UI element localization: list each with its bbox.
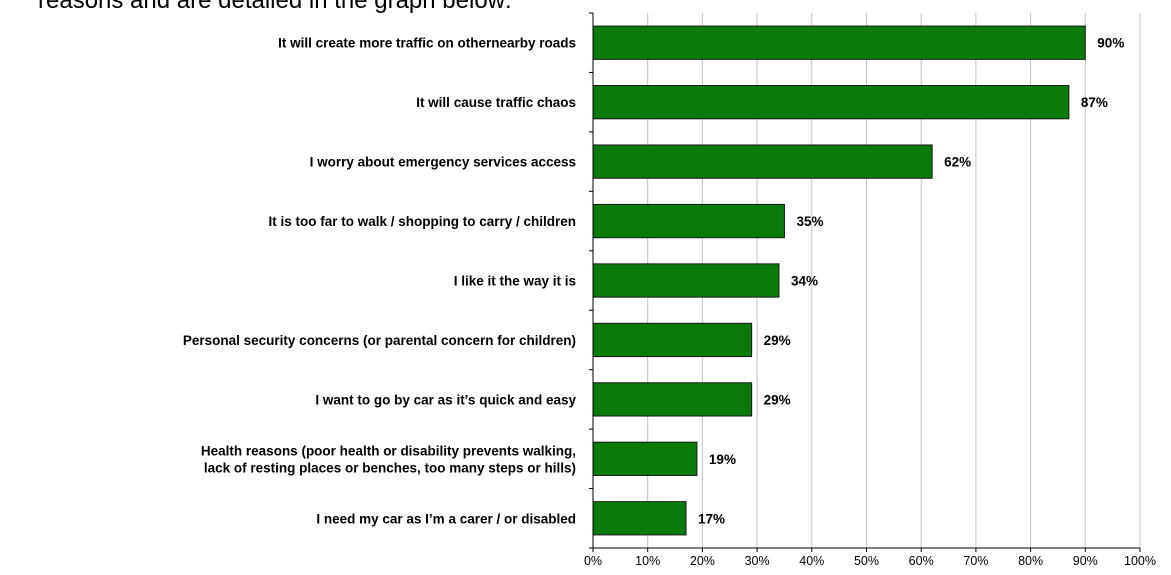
value-label: 87% [1081, 95, 1108, 110]
x-tick-label: 20% [690, 554, 715, 568]
x-tick-label: 60% [909, 554, 934, 568]
x-tick-label: 70% [963, 554, 988, 568]
bar [593, 442, 697, 475]
x-tick-label: 10% [635, 554, 660, 568]
bars [593, 26, 1085, 535]
x-tick-label: 50% [854, 554, 879, 568]
category-label: I like it the way it is [454, 274, 576, 289]
category-labels: It will create more traffic on othernear… [183, 36, 577, 527]
bar [593, 145, 932, 178]
x-tick-label: 0% [584, 554, 602, 568]
x-tick-labels: 0% 10% 20% 30% 40% 50% 60% 70% 80% 90% 100% [584, 554, 1156, 568]
value-label: 62% [944, 155, 971, 170]
x-tick-label: 90% [1073, 554, 1098, 568]
category-label: It will cause traffic chaos [416, 95, 576, 110]
bar [593, 86, 1069, 119]
category-label: It is too far to walk / shopping to carr… [268, 214, 576, 229]
bar [593, 323, 752, 356]
category-label: It will create more traffic on othernear… [278, 36, 576, 51]
x-tick-label: 100% [1124, 554, 1156, 568]
category-label: Personal security concerns (or parental … [183, 333, 576, 348]
x-tick-label: 40% [799, 554, 824, 568]
bar [593, 502, 686, 535]
category-label: I worry about emergency services access [310, 155, 576, 170]
value-label: 35% [796, 214, 823, 229]
x-tick-label: 30% [745, 554, 770, 568]
value-label: 29% [764, 392, 791, 407]
bar [593, 204, 784, 237]
value-label: 17% [698, 511, 725, 526]
bar [593, 264, 779, 297]
category-label: I want to go by car as it’s quick and ea… [315, 392, 576, 407]
bar [593, 26, 1085, 59]
bar [593, 383, 752, 416]
category-label: I need my car as I’m a carer / or disabl… [316, 511, 576, 526]
category-label: Health reasons (poor health or disabilit… [201, 443, 576, 475]
value-label: 34% [791, 274, 818, 289]
value-label: 29% [764, 333, 791, 348]
value-label: 90% [1097, 36, 1124, 51]
value-label: 19% [709, 452, 736, 467]
x-tick-label: 80% [1018, 554, 1043, 568]
